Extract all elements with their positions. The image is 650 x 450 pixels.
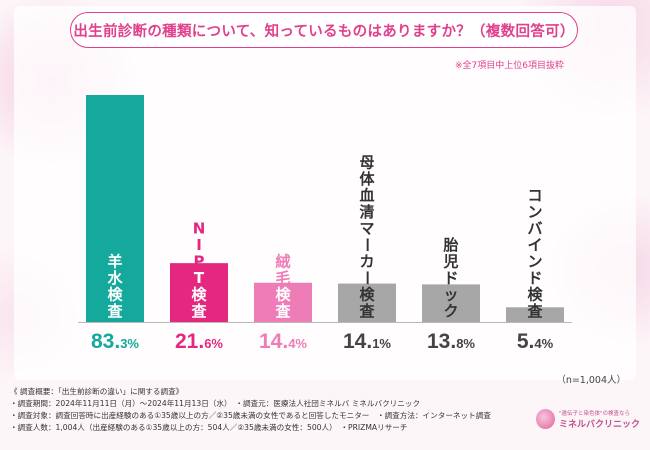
category-char: 児 <box>442 253 458 271</box>
chart-title-box: 出生前診断の種類について、知っているものはありますか？（複数回答可） <box>70 12 578 48</box>
category-char: I <box>196 236 202 254</box>
category-char: 査 <box>191 302 207 320</box>
value-number: 14. <box>259 330 289 353</box>
value-unit: 1% <box>372 336 391 351</box>
category-char: P <box>194 253 205 271</box>
value-unit: 4% <box>288 336 307 351</box>
value-label-0: 83.3% <box>80 330 150 354</box>
category-char: 血 <box>359 187 374 205</box>
footer-line-1: ・調査期間：2024年11月11日（月）〜2024年11月13日（水） ・調査元… <box>10 399 421 408</box>
category-char: 検 <box>191 286 207 304</box>
value-label-1: 21.6% <box>164 330 234 354</box>
value-number: 83. <box>91 330 121 353</box>
bar-0 <box>86 95 144 322</box>
chart-note: ※全7項目中上位6項目抜粋 <box>455 61 564 71</box>
category-char: 毛 <box>275 269 290 287</box>
category-char: 体 <box>359 170 375 188</box>
value-number: 21. <box>175 330 205 353</box>
category-char: 検 <box>527 286 543 304</box>
bar-4 <box>422 284 480 322</box>
footer-line-2: ・調査対象：調査回答時に出産経験のある①35歳以上の方／②35歳未満の女性である… <box>10 411 491 420</box>
value-number: 13. <box>427 330 457 353</box>
category-char: ク <box>443 302 458 320</box>
category-char: 水 <box>107 269 123 287</box>
category-char: T <box>194 269 205 287</box>
value-label-5: 5.4% <box>500 330 570 354</box>
category-char: ー <box>358 270 376 285</box>
value-label-2: 14.4% <box>248 330 318 354</box>
category-char: 検 <box>107 286 123 304</box>
value-unit: 8% <box>456 336 475 351</box>
value-unit: 3% <box>120 336 139 351</box>
logo-tagline: "遺伝子と染色体"の検査なら <box>558 410 631 417</box>
value-number: 5. <box>516 330 535 353</box>
bar-3 <box>338 283 396 322</box>
bar-1 <box>170 263 228 322</box>
category-char: 胎 <box>443 236 458 254</box>
survey-footer: 《 調査概要：「出生前診断の違い」に関する調査》 ・調査期間：2024年11月1… <box>10 386 491 434</box>
category-char: ン <box>527 253 542 271</box>
category-char: 羊 <box>107 253 122 271</box>
category-char: コ <box>527 187 542 205</box>
clinic-logo: "遺伝子と染色体"の検査なら ミネルバクリニック <box>536 402 640 436</box>
category-char: 母 <box>359 154 374 172</box>
category-char: 清 <box>359 203 374 221</box>
category-char: 検 <box>359 286 375 304</box>
logo-name: ミネルバクリニック <box>558 419 640 430</box>
category-char: ン <box>527 203 542 221</box>
category-char: カ <box>359 253 374 271</box>
category-char: N <box>193 220 206 238</box>
bar-5 <box>506 307 564 322</box>
bar-2 <box>254 282 312 322</box>
chart-title: 出生前診断の種類について、知っているものはありますか？（複数回答可） <box>73 23 575 40</box>
category-char: 検 <box>275 286 291 304</box>
category-char: 査 <box>107 302 123 320</box>
value-unit: 4% <box>534 336 554 351</box>
footer-line-0: 《 調査概要：「出生前診断の違い」に関する調査》 <box>10 387 184 396</box>
value-number: 14. <box>343 330 373 353</box>
category-char: 査 <box>359 302 375 320</box>
category-char: 査 <box>527 302 543 320</box>
logo-mark-icon <box>536 409 555 429</box>
category-char: マ <box>359 220 374 238</box>
value-unit: 6% <box>204 336 223 351</box>
category-char: バ <box>527 220 542 238</box>
category-char: ッ <box>443 286 458 304</box>
category-char: ド <box>443 269 458 287</box>
value-label-4: 13.8% <box>416 330 486 354</box>
footer-line-3: ・調査人数：1,004人（出産経験のある①35歳以上の方：504人／②35歳未満… <box>10 423 408 432</box>
sample-size: （n=1,004人） <box>556 375 626 386</box>
category-char: 絨 <box>275 253 290 271</box>
category-char: イ <box>527 236 542 254</box>
category-char: 査 <box>275 302 291 320</box>
value-label-3: 14.1% <box>332 330 402 354</box>
category-char: ー <box>358 237 376 252</box>
category-char: ド <box>527 269 542 287</box>
